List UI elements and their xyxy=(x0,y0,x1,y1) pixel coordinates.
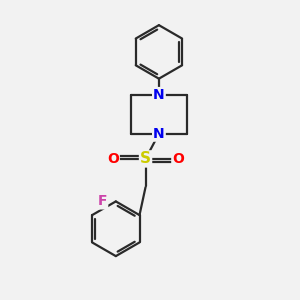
Text: N: N xyxy=(153,127,165,141)
Text: N: N xyxy=(153,88,165,102)
Text: O: O xyxy=(107,152,119,166)
Text: F: F xyxy=(98,194,107,208)
Text: S: S xyxy=(140,152,151,166)
Text: O: O xyxy=(172,152,184,166)
